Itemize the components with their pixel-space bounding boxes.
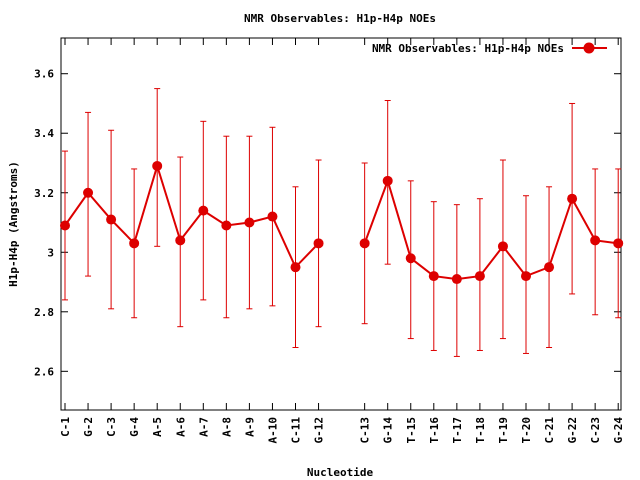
x-tick-label: T-16 [428, 417, 441, 444]
data-points [60, 160, 624, 285]
x-tick-label: G-12 [313, 417, 326, 444]
data-point [359, 238, 370, 249]
data-point [428, 271, 439, 282]
data-point [313, 238, 324, 249]
y-tick-label: 2.6 [34, 365, 54, 378]
x-tick-label: C-11 [290, 417, 303, 444]
y-tick-label: 3.6 [34, 68, 54, 81]
series-lines [64, 162, 619, 281]
x-tick-label: A-10 [266, 417, 279, 444]
x-axis: C-1 G-2 C-3 G-4 A-5 A-6 A-7 A-8 A-9 A-10 C-11 G-12 C… [59, 38, 625, 444]
legend-marker [583, 42, 595, 54]
x-tick-label: T-19 [497, 417, 510, 444]
x-tick-label: T-15 [405, 417, 418, 444]
data-point [60, 220, 70, 231]
x-tick-label: A-7 [197, 417, 210, 437]
x-tick-label: C-13 [359, 417, 372, 444]
data-point [83, 187, 94, 198]
data-point [175, 235, 186, 246]
x-axis-label: Nucleotide [307, 466, 374, 479]
x-tick-label: A-9 [243, 417, 256, 437]
x-tick-label: C-21 [543, 417, 556, 444]
data-point [521, 271, 531, 282]
chart-title: NMR Observables: H1p-H4p NOEs [244, 12, 436, 25]
data-point [474, 271, 485, 282]
data-point [152, 160, 163, 171]
y-axis: 2.6 2.8 3 3.2 3.4 3.6 [34, 68, 621, 378]
data-point [129, 238, 140, 249]
x-tick-label: A-6 [174, 417, 187, 437]
data-point [106, 214, 117, 225]
y-tick-label: 3.4 [34, 127, 54, 140]
y-tick-label: 3 [47, 246, 54, 259]
data-point [497, 241, 508, 252]
data-point [221, 220, 232, 231]
data-point [590, 235, 601, 246]
series-line [363, 177, 619, 281]
data-point [382, 175, 393, 186]
series-line [64, 162, 320, 269]
x-tick-label: C-23 [589, 417, 602, 444]
data-point [267, 211, 278, 222]
x-tick-label: A-5 [151, 417, 164, 437]
x-tick-label: T-20 [520, 417, 533, 444]
legend-label: NMR Observables: H1p-H4p NOEs [372, 42, 564, 55]
x-tick-label: G-4 [128, 417, 141, 437]
x-tick-label: A-8 [220, 417, 233, 437]
data-point [244, 217, 255, 228]
data-point [451, 274, 462, 285]
data-point [567, 193, 578, 204]
error-bars [62, 88, 622, 357]
data-point [290, 262, 301, 273]
plot-frame [60, 37, 622, 411]
legend: NMR Observables: H1p-H4p NOEs [372, 42, 607, 55]
y-axis-label: H1p-H4p (Angstroms) [7, 161, 20, 287]
y-tick-label: 3.2 [34, 187, 54, 200]
x-tick-label: C-1 [59, 417, 72, 437]
x-tick-label: G-2 [82, 417, 95, 437]
y-tick-label: 2.8 [34, 306, 54, 319]
data-point [544, 262, 555, 273]
data-point [198, 205, 209, 216]
data-point [613, 238, 624, 249]
x-tick-label: C-3 [105, 417, 118, 437]
x-tick-label: T-17 [451, 417, 464, 444]
x-tick-label: G-22 [566, 417, 579, 444]
x-tick-label: T-18 [474, 417, 487, 444]
data-point [405, 253, 416, 264]
x-tick-label: G-14 [382, 417, 395, 444]
x-tick-label: G-24 [612, 417, 625, 444]
